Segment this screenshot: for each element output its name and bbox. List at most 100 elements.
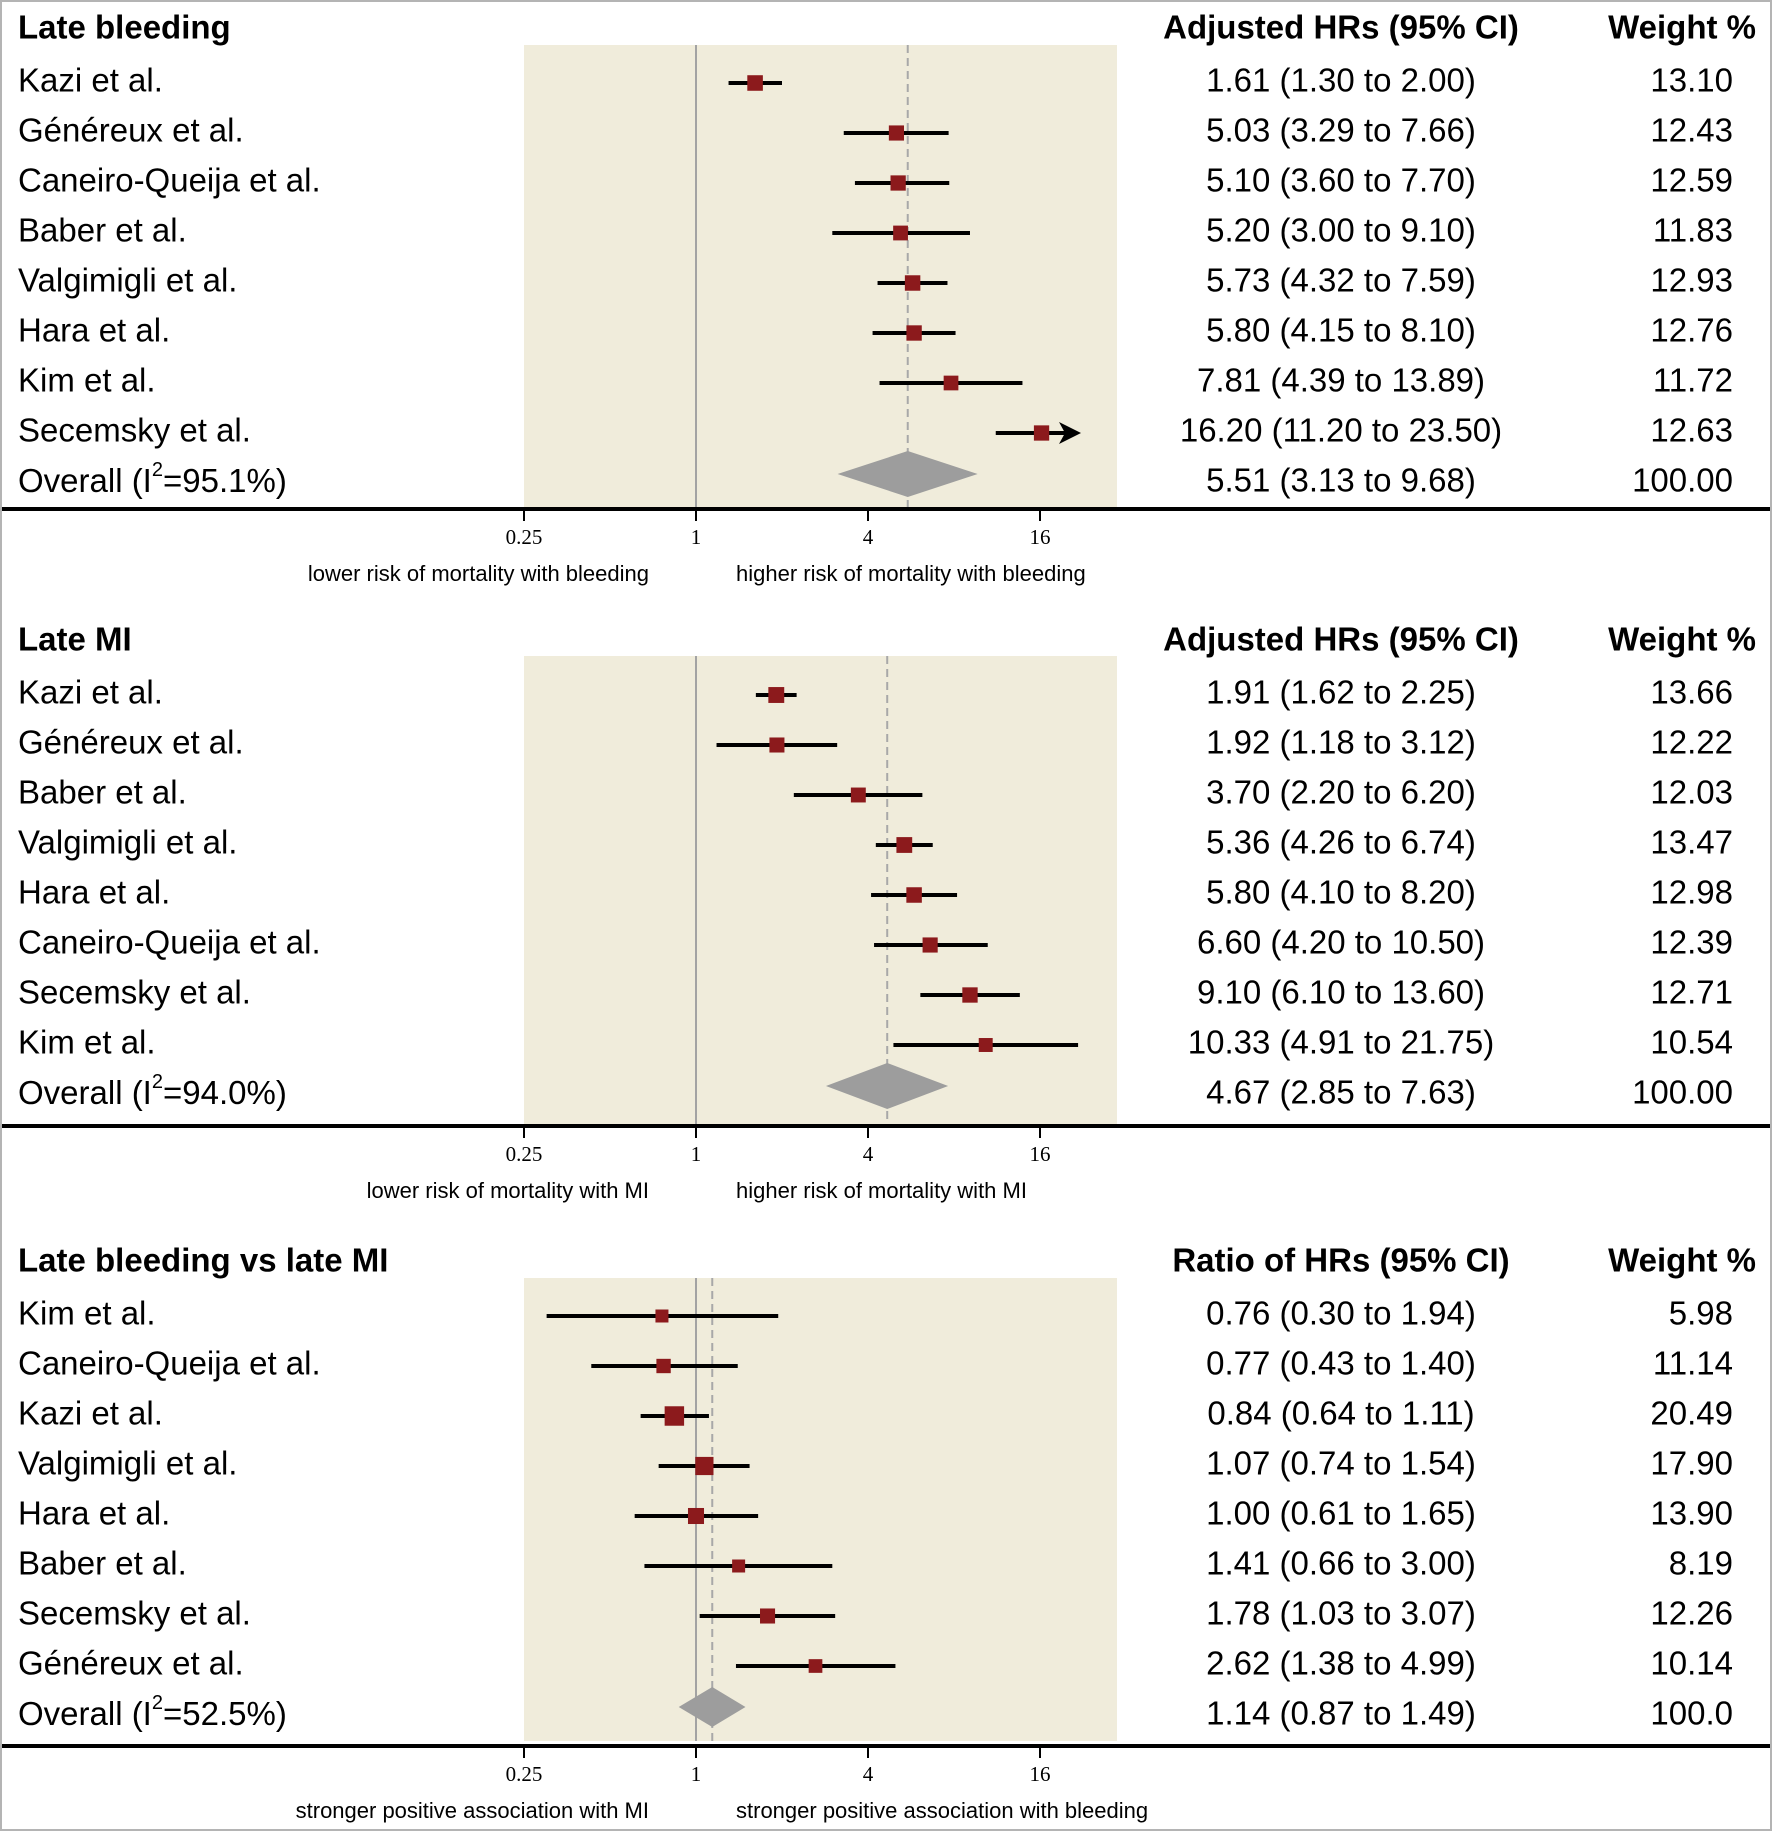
study-row: Secemsky et al. 1.78 (1.03 to 3.07) 12.26 bbox=[18, 1595, 1733, 1632]
overall-weight: 100.00 bbox=[1632, 462, 1733, 499]
study-row: Valgimigli et al. 5.73 (4.32 to 7.59) 12.9… bbox=[18, 262, 1733, 299]
point-estimate-marker bbox=[890, 175, 906, 191]
study-row: Hara et al. 5.80 (4.10 to 8.20) 12.98 bbox=[18, 874, 1733, 911]
overall-label-superscript: 2 bbox=[152, 459, 163, 481]
axis-caption-right: stronger positive association with bleed… bbox=[736, 1798, 1148, 1823]
study-weight: 13.10 bbox=[1650, 62, 1733, 99]
point-estimate-marker bbox=[896, 837, 913, 853]
overall-row: Overall (I2=95.1%) 5.51 (3.13 to 9.68) 100… bbox=[18, 451, 1733, 499]
axis-tick-label: 1 bbox=[691, 1762, 702, 1786]
overall-label-prefix: Overall (I bbox=[18, 1695, 152, 1732]
point-estimate-marker bbox=[760, 1608, 776, 1624]
ci-arrow-icon bbox=[1059, 422, 1081, 444]
study-estimate-ci: 6.60 (4.20 to 10.50) bbox=[1197, 924, 1485, 961]
point-estimate-marker bbox=[978, 1038, 993, 1052]
estimate-column-header: Adjusted HRs (95% CI) bbox=[1163, 9, 1519, 46]
study-weight: 12.03 bbox=[1650, 774, 1733, 811]
study-weight: 11.14 bbox=[1653, 1345, 1733, 1382]
study-row: Kim et al. 0.76 (0.30 to 1.94) 5.98 bbox=[18, 1295, 1733, 1332]
study-name: Kazi et al. bbox=[18, 1395, 163, 1432]
overall-weight: 100.0 bbox=[1650, 1695, 1733, 1732]
study-row: Hara et al. 5.80 (4.15 to 8.10) 12.76 bbox=[18, 312, 1733, 349]
point-estimate-marker bbox=[906, 887, 922, 903]
estimate-column-header: Adjusted HRs (95% CI) bbox=[1163, 621, 1519, 658]
study-weight: 5.98 bbox=[1669, 1295, 1733, 1332]
study-name: Hara et al. bbox=[18, 1495, 170, 1532]
point-estimate-marker bbox=[888, 125, 905, 141]
point-estimate-marker bbox=[656, 1358, 671, 1374]
forest-panel-3: Late bleeding vs late MI Ratio of HRs (95… bbox=[2, 1242, 1770, 1823]
overall-label-superscript: 2 bbox=[152, 1692, 163, 1714]
study-row: Caneiro-Queija et al. 5.10 (3.60 to 7.70)… bbox=[18, 162, 1733, 199]
overall-label-superscript: 2 bbox=[152, 1071, 163, 1093]
study-weight: 12.22 bbox=[1650, 724, 1733, 761]
overall-label: Overall (I2=52.5%) bbox=[18, 1692, 287, 1731]
x-axis: 0.25 1 4 16 stronger positive association wi… bbox=[2, 1744, 1770, 1823]
study-weight: 12.26 bbox=[1650, 1595, 1733, 1632]
study-row: Caneiro-Queija et al. 0.77 (0.43 to 1.40)… bbox=[18, 1345, 1733, 1382]
overall-row: Overall (I2=94.0%) 4.67 (2.85 to 7.63) 100… bbox=[18, 1063, 1733, 1111]
x-axis: 0.25 1 4 16 lower risk of mortality with ble… bbox=[2, 507, 1770, 586]
forest-panel-1: Late bleeding Adjusted HRs (95% CI) Weight… bbox=[2, 9, 1770, 586]
overall-label-prefix: Overall (I bbox=[18, 1074, 152, 1111]
study-weight: 8.19 bbox=[1669, 1545, 1733, 1582]
study-row: Généreux et al. 2.62 (1.38 to 4.99) 10.14 bbox=[18, 1645, 1733, 1682]
point-estimate-marker bbox=[962, 987, 978, 1003]
axis-caption-right: higher risk of mortality with bleeding bbox=[736, 561, 1086, 586]
overall-label: Overall (I2=94.0%) bbox=[18, 1071, 287, 1110]
study-estimate-ci: 5.73 (4.32 to 7.59) bbox=[1206, 262, 1476, 299]
point-estimate-marker bbox=[687, 1507, 705, 1525]
study-estimate-ci: 2.62 (1.38 to 4.99) bbox=[1206, 1645, 1476, 1682]
study-estimate-ci: 10.33 (4.91 to 21.75) bbox=[1188, 1024, 1494, 1061]
study-weight: 12.93 bbox=[1650, 262, 1733, 299]
study-row: Kazi et al. 0.84 (0.64 to 1.11) 20.49 bbox=[18, 1395, 1733, 1432]
study-name: Secemsky et al. bbox=[18, 412, 251, 449]
study-name: Baber et al. bbox=[18, 1545, 187, 1582]
overall-label-prefix: Overall (I bbox=[18, 462, 152, 499]
axis-tick-label: 4 bbox=[863, 1762, 874, 1786]
study-row: Généreux et al. 5.03 (3.29 to 7.66) 12.43 bbox=[18, 112, 1733, 149]
axis-caption-left: lower risk of mortality with MI bbox=[367, 1178, 649, 1203]
study-weight: 13.47 bbox=[1650, 824, 1733, 861]
panel-title: Late MI bbox=[18, 621, 132, 658]
study-name: Hara et al. bbox=[18, 312, 170, 349]
point-estimate-marker bbox=[943, 375, 959, 391]
axis-tick-label: 0.25 bbox=[506, 1762, 543, 1786]
study-name: Généreux et al. bbox=[18, 724, 244, 761]
point-estimate-marker bbox=[747, 75, 763, 91]
study-weight: 13.66 bbox=[1650, 674, 1733, 711]
point-estimate-marker bbox=[904, 275, 921, 291]
axis-tick-label: 0.25 bbox=[506, 525, 543, 549]
study-estimate-ci: 1.78 (1.03 to 3.07) bbox=[1206, 1595, 1476, 1632]
panel-title: Late bleeding vs late MI bbox=[18, 1242, 388, 1279]
study-estimate-ci: 0.76 (0.30 to 1.94) bbox=[1206, 1295, 1476, 1332]
point-estimate-marker bbox=[768, 687, 785, 703]
point-estimate-marker bbox=[664, 1406, 685, 1426]
point-estimate-marker bbox=[808, 1659, 823, 1673]
study-name: Kim et al. bbox=[18, 1024, 156, 1061]
study-row: Secemsky et al. 9.10 (6.10 to 13.60) 12.71 bbox=[18, 974, 1733, 1011]
axis-caption-left: lower risk of mortality with bleeding bbox=[308, 561, 649, 586]
study-estimate-ci: 16.20 (11.20 to 23.50) bbox=[1180, 412, 1502, 449]
point-estimate-marker bbox=[850, 787, 866, 803]
study-estimate-ci: 7.81 (4.39 to 13.89) bbox=[1197, 362, 1485, 399]
study-estimate-ci: 5.36 (4.26 to 6.74) bbox=[1206, 824, 1476, 861]
study-estimate-ci: 1.92 (1.18 to 3.12) bbox=[1206, 724, 1476, 761]
study-weight: 12.59 bbox=[1650, 162, 1733, 199]
study-weight: 11.83 bbox=[1653, 212, 1733, 249]
study-estimate-ci: 0.77 (0.43 to 1.40) bbox=[1206, 1345, 1476, 1382]
study-name: Hara et al. bbox=[18, 874, 170, 911]
axis-tick-label: 4 bbox=[863, 1142, 874, 1166]
point-estimate-marker bbox=[769, 737, 785, 753]
point-estimate-marker bbox=[695, 1456, 714, 1476]
study-row: Hara et al. 1.00 (0.61 to 1.65) 13.90 bbox=[18, 1495, 1733, 1532]
study-weight: 12.71 bbox=[1650, 974, 1733, 1011]
study-name: Caneiro-Queija et al. bbox=[18, 924, 321, 961]
study-row: Valgimigli et al. 1.07 (0.74 to 1.54) 17.9… bbox=[18, 1445, 1733, 1482]
estimate-column-header: Ratio of HRs (95% CI) bbox=[1172, 1242, 1509, 1279]
panel-title: Late bleeding bbox=[18, 9, 231, 46]
study-weight: 17.90 bbox=[1650, 1445, 1733, 1482]
study-weight: 13.90 bbox=[1650, 1495, 1733, 1532]
overall-label-suffix: =94.0%) bbox=[163, 1074, 287, 1111]
